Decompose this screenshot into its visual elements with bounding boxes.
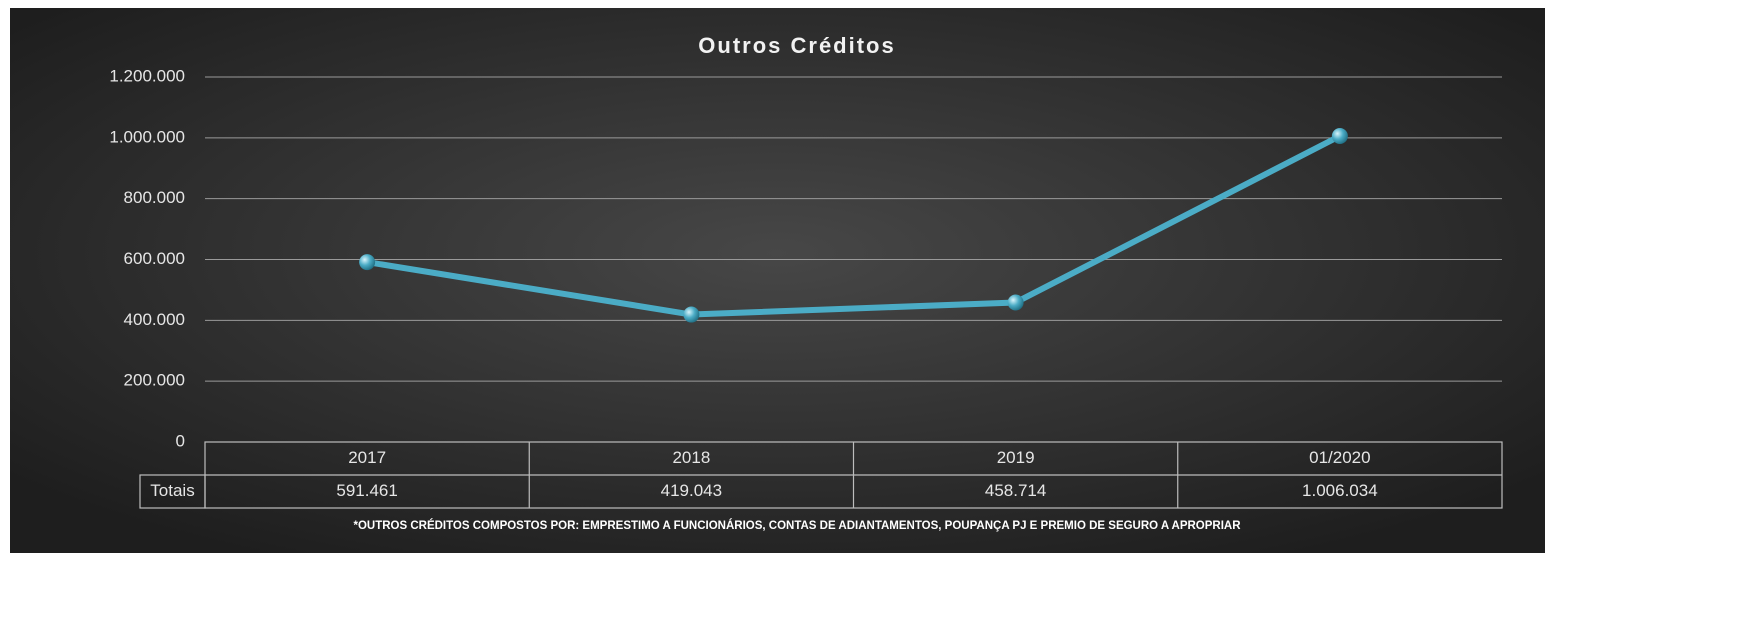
data-point — [359, 254, 376, 271]
series-line — [366, 133, 1342, 318]
data-point — [1007, 294, 1024, 311]
legend-entry: Totais — [150, 481, 194, 500]
y-tick-label: 200.000 — [124, 371, 185, 390]
y-tick-label: 1.200.000 — [109, 66, 185, 85]
y-tick-label: 1.000.000 — [109, 127, 185, 146]
y-tick-label: 400.000 — [124, 310, 185, 329]
y-tick-label: 800.000 — [124, 188, 185, 207]
x-tick-label: 2017 — [348, 448, 386, 467]
x-tick-label: 01/2020 — [1309, 448, 1370, 467]
data-label: 458.714 — [985, 481, 1046, 500]
chart-title: Outros Créditos — [698, 33, 895, 58]
data-label: 1.006.034 — [1302, 481, 1378, 500]
data-point — [1331, 127, 1348, 144]
x-tick-label: 2019 — [997, 448, 1035, 467]
data-label: 591.461 — [336, 481, 397, 500]
row-header-cell — [139, 474, 206, 509]
y-tick-label: 600.000 — [124, 249, 185, 268]
chart-background — [10, 8, 1545, 553]
y-tick-label: 0 — [176, 431, 185, 450]
footnote: *OUTROS CRÉDITOS COMPOSTOS POR: EMPRESTI… — [353, 519, 1241, 532]
x-tick-label: 2018 — [672, 448, 710, 467]
data-label: 419.043 — [661, 481, 722, 500]
data-point — [683, 306, 700, 323]
